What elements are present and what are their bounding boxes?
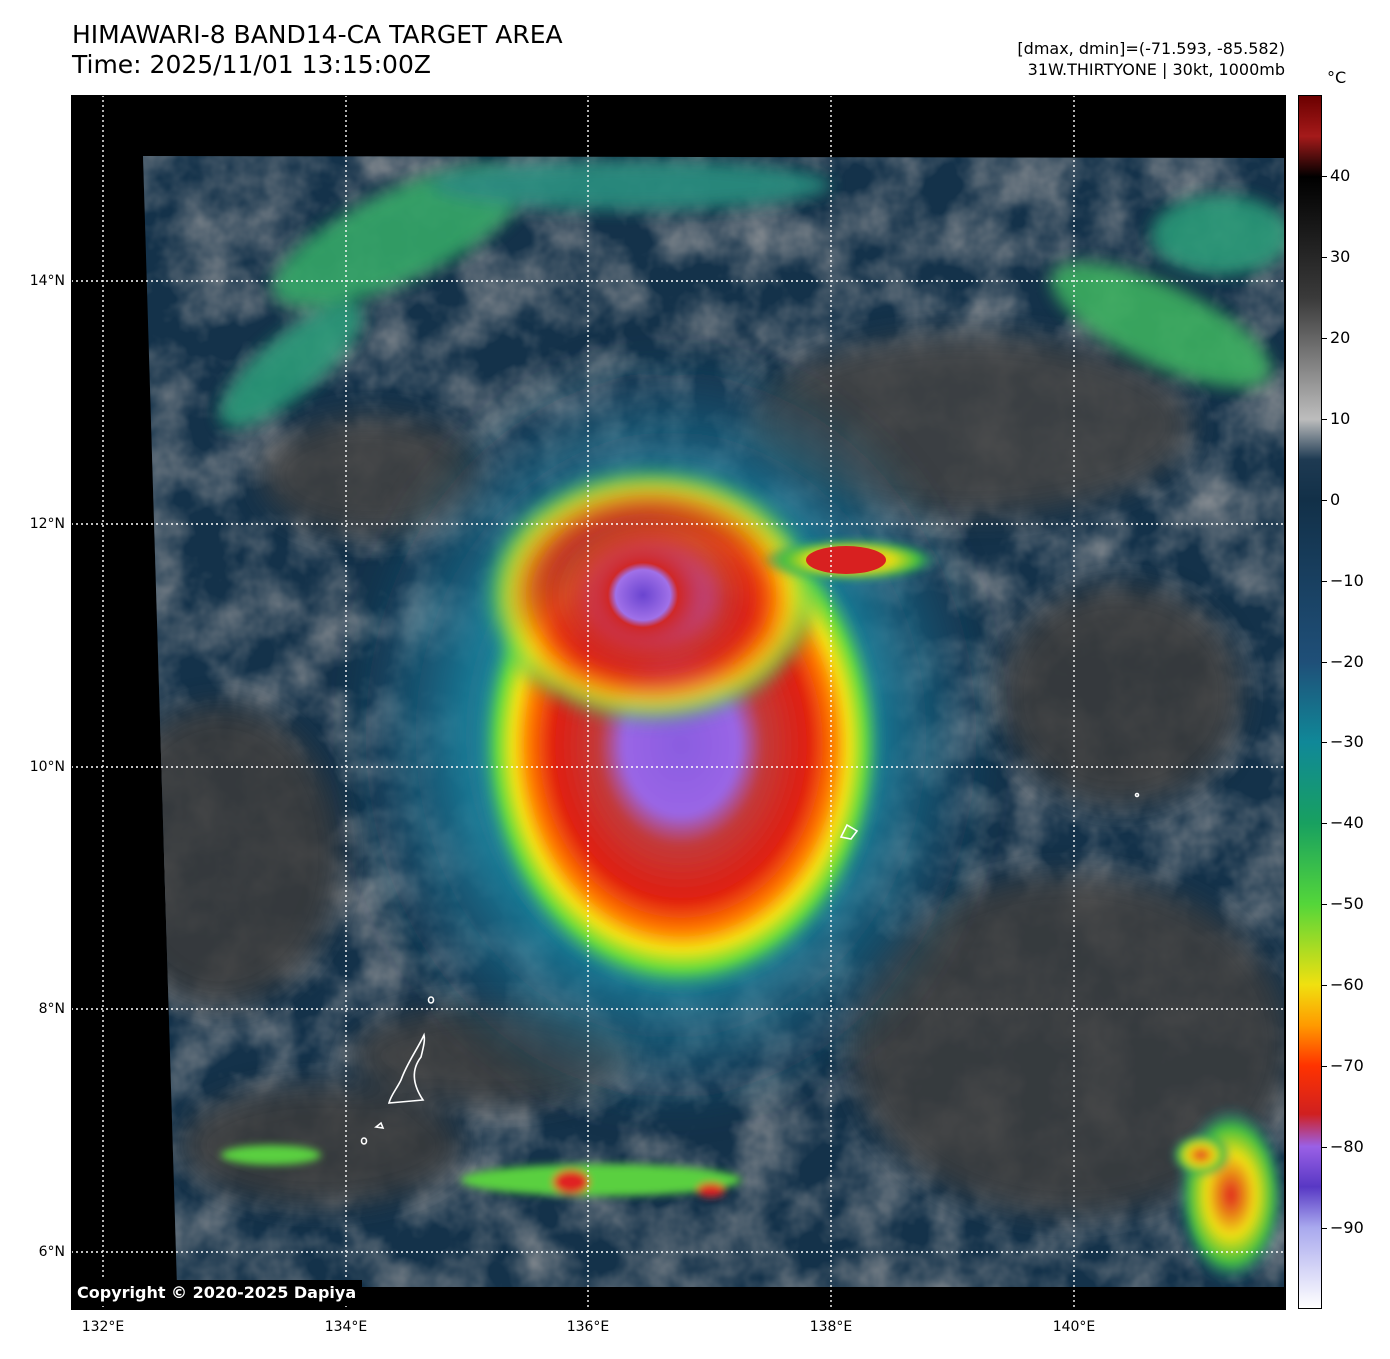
lon-label-132e: 132°E <box>81 1319 125 1335</box>
colorbar-tick <box>1322 337 1327 339</box>
lat-label-12n: 12°N <box>29 516 65 532</box>
lat-label-14n: 14°N <box>29 273 65 289</box>
lat-label-6n: 6°N <box>38 1244 65 1260</box>
colorbar-tick-label: 10 <box>1330 408 1351 428</box>
lon-label-134e: 134°E <box>324 1319 368 1335</box>
colorbar-tick-label: −20 <box>1330 651 1364 671</box>
info-line-2: 31W.THIRTYONE | 30kt, 1000mb <box>1027 60 1285 79</box>
lat-label-8n: 8°N <box>38 1001 65 1017</box>
colorbar-unit: °C <box>1327 68 1347 87</box>
colorbar-tick <box>1322 580 1327 582</box>
colorbar-tick-label: 30 <box>1330 246 1351 266</box>
figure-title: HIMAWARI-8 BAND14-CA TARGET AREA Time: 2… <box>72 20 563 80</box>
colorbar-tick <box>1322 661 1327 663</box>
infrared-imagery <box>143 156 1284 1287</box>
colorbar-tick <box>1322 418 1327 420</box>
colorbar-tick-label: 40 <box>1330 165 1351 185</box>
storm-info: [dmax, dmin]=(-71.593, -85.582) 31W.THIR… <box>1017 38 1285 80</box>
colorbar-tick <box>1322 499 1327 501</box>
colorbar-tick-label: −50 <box>1330 894 1364 914</box>
colorbar-tick-label: 0 <box>1330 489 1341 509</box>
colorbar-tick-label: −10 <box>1330 570 1364 590</box>
colorbar-tick <box>1322 985 1327 987</box>
lat-label-10n: 10°N <box>29 759 65 775</box>
lon-label-138e: 138°E <box>809 1319 853 1335</box>
colorbar-tick <box>1322 904 1327 906</box>
title-line-2: Time: 2025/11/01 13:15:00Z <box>72 50 431 79</box>
colorbar-tick <box>1322 256 1327 258</box>
colorbar-tick-label: −40 <box>1330 813 1364 833</box>
colorbar-tick <box>1322 1147 1327 1149</box>
colorbar-tick-label: −30 <box>1330 732 1364 752</box>
colorbar-tick-label: 20 <box>1330 327 1351 347</box>
colorbar <box>1298 95 1322 1309</box>
colorbar-tick-label: −80 <box>1330 1137 1364 1157</box>
lon-label-136e: 136°E <box>566 1319 610 1335</box>
title-line-1: HIMAWARI-8 BAND14-CA TARGET AREA <box>72 20 563 49</box>
colorbar-tick-label: −70 <box>1330 1056 1364 1076</box>
colorbar-tick <box>1322 175 1327 177</box>
info-line-1: [dmax, dmin]=(-71.593, -85.582) <box>1017 39 1285 58</box>
colorbar-tick <box>1322 742 1327 744</box>
colorbar-tick-label: −90 <box>1330 1218 1364 1238</box>
coastlines <box>360 792 1140 1145</box>
colorbar-tick <box>1322 1228 1327 1230</box>
lon-label-140e: 140°E <box>1052 1319 1096 1335</box>
copyright-badge: Copyright © 2020-2025 Dapiya <box>73 1280 363 1306</box>
colorbar-tick <box>1322 823 1327 825</box>
colorbar-tick-label: −60 <box>1330 975 1364 995</box>
colorbar-tick <box>1322 1066 1327 1068</box>
satellite-map <box>71 95 1286 1310</box>
